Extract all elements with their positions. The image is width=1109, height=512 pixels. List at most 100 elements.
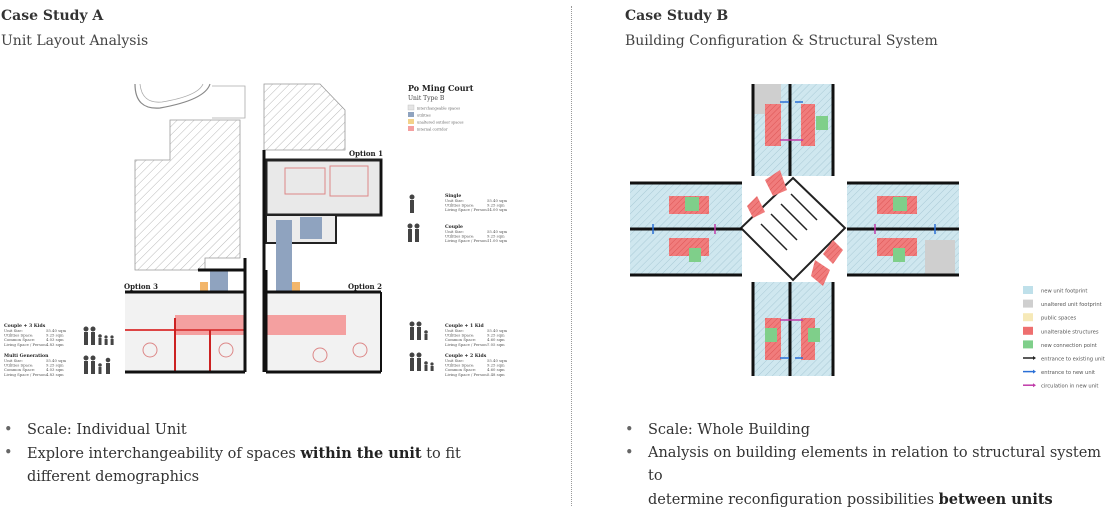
- stats-row-value: 11.00 sqm: [487, 238, 507, 243]
- stats-row-value: 9.25 sqm: [487, 333, 505, 338]
- bullet-item: • Scale: Whole Building: [625, 419, 1109, 442]
- panel-divider: [571, 6, 572, 506]
- existing-building-hatch-right: [263, 83, 346, 151]
- legend-arrowhead: [1033, 369, 1036, 374]
- stair-outline: [212, 85, 246, 119]
- case-a-title: Case Study A: [1, 8, 104, 24]
- bullet-text: Explore interchangeability of spaces: [27, 446, 301, 462]
- stats-row-label: Common Space:: [445, 337, 476, 342]
- building-legend: new unit footprint unaltered unit footpri…: [1023, 286, 1105, 390]
- stats-row-value: 9.25 sqm: [487, 234, 505, 239]
- stats-row-value: 5.48 sqm: [487, 372, 505, 377]
- stats-row-value: 14.00 sqm: [487, 207, 507, 212]
- legend-swatch: [1023, 326, 1033, 335]
- stats-row-label: Living Space / Person:: [445, 372, 488, 377]
- wing-walls: [630, 84, 959, 376]
- bullet-text: Scale: Whole Building: [648, 422, 811, 438]
- option-2-label: Option 2: [348, 282, 382, 291]
- legend-label: unalterable structures: [1041, 329, 1099, 335]
- stats-row-value: 55.40 sqm: [487, 198, 507, 203]
- stats-row-label: Common Space:: [4, 337, 35, 342]
- legend-label: internal corridor: [417, 128, 448, 132]
- legend-label: public spaces: [1041, 316, 1076, 322]
- case-a-bullets: • Scale: Individual Unit • Explore interch…: [4, 419, 544, 489]
- person-icon: [409, 321, 428, 340]
- stats-row-label: Utilities Space:: [445, 333, 474, 338]
- option-3-walls: [125, 270, 247, 374]
- stats-row-label: Common Space:: [445, 367, 476, 372]
- unit-layout-diagram: Option 1 Option 2 Option 3 Po Ming Court…: [4, 83, 507, 377]
- core-stairs: [760, 193, 818, 251]
- stats-row-label: Unit Size:: [445, 229, 464, 234]
- bullet-emphasis: between units: [938, 491, 1053, 508]
- stats-left-group: Couple + 3 Kids Unit Size: 55.40 sqm Utilit…: [4, 323, 66, 377]
- bullet-item: • Explore interchangeability of spaces wi…: [4, 442, 544, 489]
- bullet-dot: •: [4, 422, 13, 438]
- legend-label: utilities: [417, 114, 431, 118]
- stats-row-value: 55.40 sqm: [487, 328, 507, 333]
- stats-heading: Couple + 1 Kid: [445, 323, 485, 329]
- option-2-walls: [264, 270, 381, 374]
- sofa-icon: [284, 167, 326, 195]
- legend-label: entrance to existing unit: [1041, 357, 1105, 363]
- stats-row-value: 4.83 sqm: [46, 342, 64, 347]
- stats-row-label: Unit Size:: [4, 358, 23, 363]
- stats-row-value: 4.60 sqm: [487, 367, 505, 372]
- option-1-label: Option 1: [349, 149, 383, 158]
- outdoor-space-marker: [200, 282, 208, 294]
- stats-row-label: Living Space / Person:: [445, 207, 488, 212]
- case-b-title: Case Study B: [625, 8, 729, 24]
- curved-wall-outline: [134, 83, 211, 109]
- legend-label: unaltered unit footprint: [1041, 302, 1102, 308]
- bullet-text: determine reconfiguration possibilities: [648, 492, 939, 508]
- legend-swatch: [1023, 286, 1033, 294]
- stats-row-label: Living Space / Person:: [4, 372, 47, 377]
- stats-row-value: 9.25 sqm: [46, 363, 64, 368]
- legend-label: new connection point: [1041, 343, 1097, 349]
- outdoor-space-marker: [292, 282, 300, 294]
- legend-arrowhead: [1033, 356, 1036, 360]
- bed-icon: [329, 165, 369, 197]
- table-icon: [218, 342, 234, 358]
- stats-row-label: Utilities Space:: [4, 333, 33, 338]
- legend-swatch: [408, 126, 414, 131]
- stats-row-value: 55.40 sqm: [487, 358, 507, 363]
- stats-row-label: Living Space / Person:: [4, 342, 47, 347]
- stats-row-value: 7.05 sqm: [487, 342, 505, 347]
- bullet-text: to fit: [421, 446, 461, 462]
- table-icon: [142, 342, 158, 358]
- stats-heading: Couple + 3 Kids: [4, 323, 46, 329]
- unaltered-footprint: [925, 240, 955, 275]
- stats-row-value: 55.40 sqm: [46, 328, 66, 333]
- legend-label: unaltered outdoor spaces: [417, 121, 464, 125]
- stats-row-label: Utilities Space:: [445, 234, 474, 239]
- stats-row-value: 4.03 sqm: [46, 337, 64, 342]
- legend-label: circulation in new unit: [1041, 384, 1098, 390]
- people-icons: [83, 194, 434, 374]
- legend-swatch: [1023, 313, 1033, 322]
- stats-row-value: 4.60 sqm: [487, 337, 505, 342]
- stats-row-value: 4.03 sqm: [46, 367, 64, 372]
- legend-swatch: [407, 104, 415, 111]
- case-a-subtitle: Unit Layout Analysis: [1, 33, 149, 49]
- bullet-item: • Analysis on building elements in relati…: [625, 442, 1109, 512]
- bullet-dot: •: [4, 445, 13, 461]
- main-walls: [198, 150, 266, 372]
- legend-label: entrance to new unit: [1041, 370, 1095, 376]
- stats-row-label: Utilities Space:: [4, 363, 33, 368]
- case-study-a-panel: Case Study A Unit Layout Analysis: [1, 8, 544, 489]
- legend-swatch: [408, 112, 414, 117]
- option-3-label: Option 3: [124, 282, 158, 291]
- bullet-item: • Scale: Individual Unit: [4, 419, 544, 442]
- stats-heading: Couple: [445, 224, 463, 230]
- stats-row-value: 9.25 sqm: [487, 363, 505, 368]
- stats-row-label: Living Space / Person:: [445, 342, 488, 347]
- bullet-text: different demographics: [27, 469, 200, 485]
- circulation-arrows: [714, 139, 876, 321]
- existing-building-hatch-left: [134, 119, 241, 271]
- stats-row-value: 9.25 sqm: [487, 203, 505, 208]
- plan-heading: Po Ming Court: [408, 83, 474, 93]
- legend-label: new unit footprint: [1041, 289, 1087, 295]
- bullet-emphasis: within the unit: [300, 445, 422, 462]
- legend-swatch: [1023, 299, 1033, 308]
